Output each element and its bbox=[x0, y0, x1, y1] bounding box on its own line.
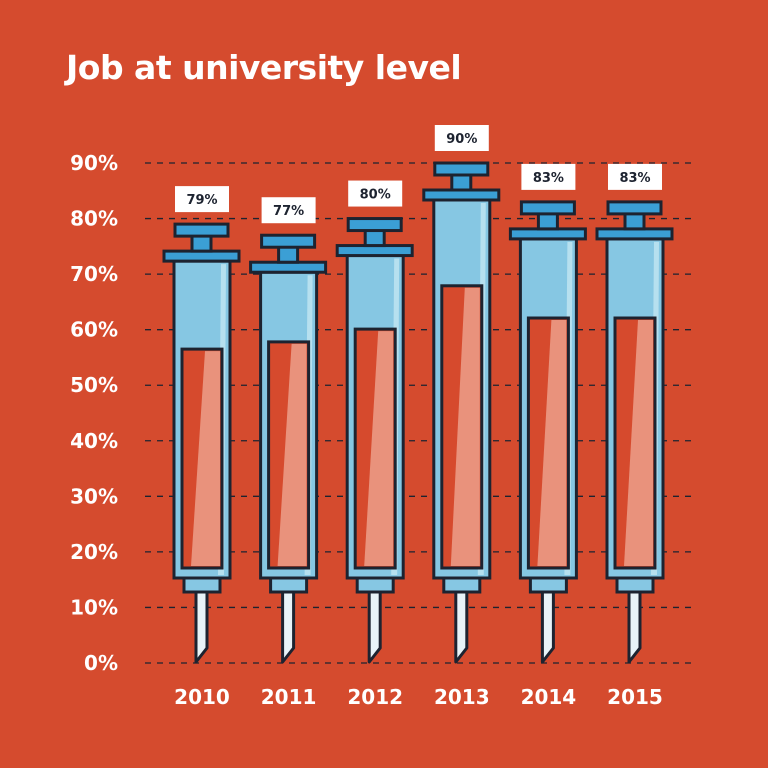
needle bbox=[454, 590, 469, 664]
liquid-highlight bbox=[364, 331, 394, 566]
needle bbox=[540, 590, 555, 664]
syringe-bar-2010: 79% bbox=[162, 186, 241, 664]
plunger-cap bbox=[519, 200, 576, 216]
plunger-cap bbox=[260, 233, 317, 249]
needle bbox=[367, 590, 382, 664]
x-tick-label: 2011 bbox=[261, 685, 317, 709]
y-tick-label: 0% bbox=[84, 651, 118, 675]
liquid-highlight bbox=[537, 320, 567, 566]
x-tick-label: 2015 bbox=[607, 685, 663, 709]
y-tick-label: 70% bbox=[70, 262, 118, 286]
value-label: 83% bbox=[533, 171, 564, 186]
value-label: 77% bbox=[273, 204, 304, 219]
syringe-bar-2015: 83% bbox=[595, 163, 674, 664]
value-label-box bbox=[175, 186, 229, 213]
value-label-box bbox=[434, 125, 489, 151]
needle bbox=[627, 590, 642, 664]
chart-title: Job at university level bbox=[66, 48, 462, 87]
plunger-cap bbox=[606, 200, 663, 216]
y-tick-label: 90% bbox=[70, 151, 118, 175]
needle bbox=[194, 590, 209, 664]
x-tick-label: 2012 bbox=[347, 685, 403, 709]
y-tick-label: 60% bbox=[70, 318, 118, 342]
syringe-bar-2013: 90% bbox=[422, 125, 501, 664]
y-tick-label: 30% bbox=[70, 484, 118, 508]
plunger-cap bbox=[173, 222, 230, 238]
value-label-box bbox=[608, 163, 662, 190]
liquid-highlight bbox=[450, 287, 480, 566]
y-tick-label: 40% bbox=[70, 429, 118, 453]
y-tick-label: 10% bbox=[70, 595, 118, 619]
value-label: 90% bbox=[446, 132, 477, 147]
y-tick-label: 80% bbox=[70, 207, 118, 231]
y-tick-label: 20% bbox=[70, 540, 118, 564]
liquid-highlight bbox=[624, 320, 653, 566]
x-tick-label: 2013 bbox=[434, 685, 490, 709]
y-tick-label: 50% bbox=[70, 373, 118, 397]
value-label-box bbox=[261, 197, 316, 224]
x-tick-label: 2010 bbox=[174, 685, 230, 709]
value-label-box bbox=[521, 163, 576, 190]
value-label: 83% bbox=[619, 171, 650, 186]
liquid-highlight bbox=[277, 343, 307, 566]
syringe-bar-2012: 80% bbox=[335, 180, 414, 664]
value-label: 79% bbox=[186, 193, 217, 208]
value-label: 80% bbox=[360, 188, 391, 203]
liquid-highlight bbox=[191, 351, 220, 566]
syringe-bar-2011: 77% bbox=[249, 197, 328, 664]
value-label-box bbox=[348, 180, 403, 207]
needle bbox=[281, 590, 296, 664]
plunger-cap bbox=[433, 161, 490, 177]
syringe-bar-2014: 83% bbox=[508, 163, 587, 664]
x-tick-label: 2014 bbox=[521, 685, 577, 709]
plunger-cap bbox=[346, 217, 403, 233]
